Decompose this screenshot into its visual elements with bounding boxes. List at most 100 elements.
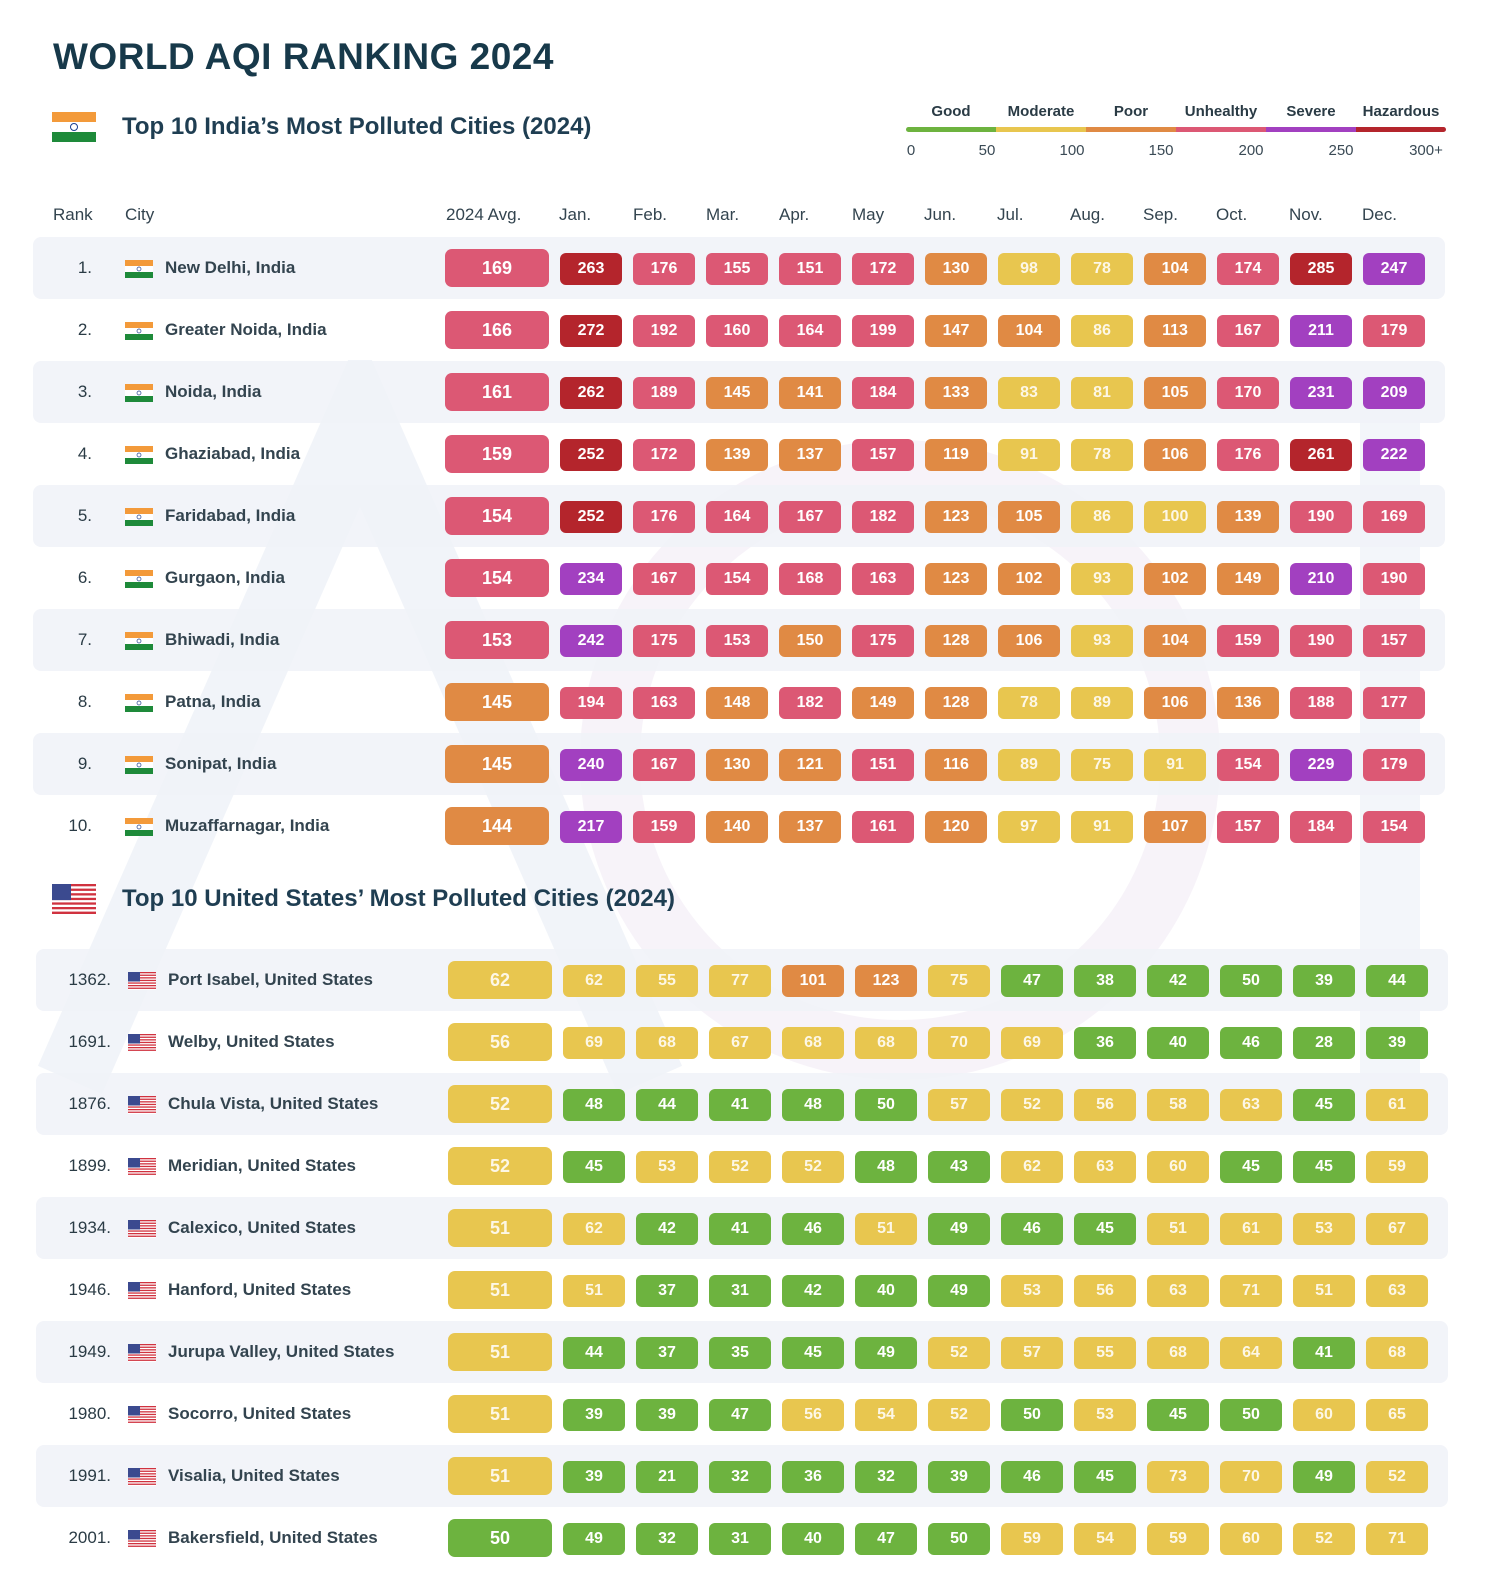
legend-label-hazardous: Hazardous — [1362, 103, 1440, 120]
aqi-badge-oct: 149 — [1217, 563, 1279, 595]
table-row: 6. Gurgaon, India 154 234 167 154 168 163 123 102… — [33, 547, 1445, 609]
table-row: 2. Greater Noida, India 166 272 192 160 164 199… — [33, 299, 1445, 361]
aqi-badge-oct: 176 — [1217, 439, 1279, 471]
aqi-badge-sep: 104 — [1144, 625, 1206, 657]
aqi-badge-jan: 252 — [560, 439, 622, 471]
aqi-badge-may: 47 — [855, 1523, 917, 1555]
legend-bar-hazardous — [1356, 127, 1446, 132]
aqi-badge-oct: 136 — [1217, 687, 1279, 719]
aqi-badge-feb: 37 — [636, 1275, 698, 1307]
aqi-badge-apr: 42 — [782, 1275, 844, 1307]
aqi-badge-jun: 75 — [928, 965, 990, 997]
us-flag-icon — [128, 1468, 156, 1486]
aqi-badge-nov: 229 — [1290, 749, 1352, 781]
aqi-badge-jan: 39 — [563, 1461, 625, 1493]
aqi-badge-dec: 71 — [1366, 1523, 1428, 1555]
table-row: 1946. Hanford, United States 51 51 37 31 42 40 4… — [36, 1259, 1448, 1321]
rank-number: 1876. — [68, 1094, 111, 1113]
city-name: Ghaziabad, India — [165, 444, 301, 463]
aqi-badge-oct: 50 — [1220, 965, 1282, 997]
aqi-badge-apr: 45 — [782, 1337, 844, 1369]
aqi-badge-jan: 62 — [563, 1213, 625, 1245]
us-flag-icon — [128, 1530, 156, 1548]
city-name: Gurgaon, India — [165, 568, 285, 587]
aqi-badge-jun: 130 — [925, 253, 987, 285]
aqi-badge-apr: 151 — [779, 253, 841, 285]
aqi-badge-apr: 101 — [782, 965, 844, 997]
us-flag-icon — [128, 1406, 156, 1424]
aqi-badge-apr: 168 — [779, 563, 841, 595]
aqi-badge-jan: 263 — [560, 253, 622, 285]
aqi-badge-sep: 68 — [1147, 1337, 1209, 1369]
rank-number: 2. — [77, 320, 92, 339]
rank-number: 4. — [77, 444, 92, 463]
aqi-badge-jan: 217 — [560, 811, 622, 843]
aqi-badge-jul: 105 — [998, 501, 1060, 533]
aqi-badge-oct: 61 — [1220, 1213, 1282, 1245]
aqi-badge-dec: 209 — [1363, 377, 1425, 409]
aqi-badge-feb: 167 — [633, 563, 695, 595]
col-jul: Jul. — [997, 205, 1024, 224]
aqi-badge-sep: 102 — [1144, 563, 1206, 595]
india-flag-icon — [125, 260, 153, 278]
aqi-badge-jul: 98 — [998, 253, 1060, 285]
table-row: 1980. Socorro, United States 51 39 39 47 56 54 5… — [36, 1383, 1448, 1445]
aqi-badge-aug: 38 — [1074, 965, 1136, 997]
aqi-badge-oct: 154 — [1217, 749, 1279, 781]
table-row: 1934. Calexico, United States 51 62 42 41 46 51… — [36, 1197, 1448, 1259]
avg-aqi-badge: 153 — [445, 621, 549, 659]
aqi-badge-aug: 93 — [1071, 625, 1133, 657]
aqi-badge-nov: 52 — [1293, 1523, 1355, 1555]
us-flag-icon — [128, 1282, 156, 1300]
aqi-badge-dec: 67 — [1366, 1213, 1428, 1245]
aqi-badge-apr: 56 — [782, 1399, 844, 1431]
aqi-badge-jul: 69 — [1001, 1027, 1063, 1059]
aqi-badge-feb: 68 — [636, 1027, 698, 1059]
india-section-heading: Top 10 India’s Most Polluted Cities (202… — [52, 112, 591, 142]
us-flag-icon — [52, 884, 96, 914]
table-row: 1691. Welby, United States 56 69 68 67 68 68 70 6… — [36, 1011, 1448, 1073]
aqi-badge-may: 163 — [852, 563, 914, 595]
col-sep: Sep. — [1143, 205, 1178, 224]
aqi-badge-feb: 44 — [636, 1089, 698, 1121]
aqi-badge-mar: 164 — [706, 501, 768, 533]
aqi-badge-mar: 155 — [706, 253, 768, 285]
aqi-badge-dec: 222 — [1363, 439, 1425, 471]
aqi-badge-feb: 163 — [633, 687, 695, 719]
aqi-badge-sep: 73 — [1147, 1461, 1209, 1493]
legend-tick-200: 200 — [1238, 142, 1264, 159]
rank-number: 1946. — [68, 1280, 111, 1299]
india-flag-icon — [125, 632, 153, 650]
legend-bar-unhealthy — [1176, 127, 1266, 132]
aqi-badge-mar: 31 — [709, 1275, 771, 1307]
aqi-badge-feb: 172 — [633, 439, 695, 471]
aqi-badge-feb: 42 — [636, 1213, 698, 1245]
aqi-badge-aug: 45 — [1074, 1213, 1136, 1245]
aqi-badge-sep: 51 — [1147, 1213, 1209, 1245]
aqi-badge-jul: 78 — [998, 687, 1060, 719]
aqi-badge-dec: 169 — [1363, 501, 1425, 533]
aqi-badge-apr: 121 — [779, 749, 841, 781]
table-row: 2001. Bakersfield, United States 50 49 32 31 4… — [36, 1507, 1448, 1569]
aqi-badge-aug: 86 — [1071, 315, 1133, 347]
aqi-badge-jun: 49 — [928, 1275, 990, 1307]
city-name: Faridabad, India — [165, 506, 296, 525]
aqi-badge-feb: 39 — [636, 1399, 698, 1431]
table-row: 3. Noida, India 161 262 189 145 141 184 133 83 81 1… — [33, 361, 1445, 423]
aqi-badge-oct: 46 — [1220, 1027, 1282, 1059]
aqi-badge-jun: 119 — [925, 439, 987, 471]
rank-number: 1934. — [68, 1218, 111, 1237]
india-flag-icon — [125, 570, 153, 588]
avg-aqi-badge: 56 — [448, 1023, 552, 1061]
aqi-badge-may: 54 — [855, 1399, 917, 1431]
aqi-badge-jun: 123 — [925, 501, 987, 533]
aqi-badge-feb: 32 — [636, 1523, 698, 1555]
aqi-badge-jun: 133 — [925, 377, 987, 409]
city-name: Calexico, United States — [168, 1218, 357, 1237]
aqi-badge-dec: 177 — [1363, 687, 1425, 719]
aqi-badge-feb: 176 — [633, 501, 695, 533]
india-flag-icon — [125, 446, 153, 464]
aqi-badge-may: 172 — [852, 253, 914, 285]
aqi-badge-may: 184 — [852, 377, 914, 409]
aqi-badge-nov: 49 — [1293, 1461, 1355, 1493]
